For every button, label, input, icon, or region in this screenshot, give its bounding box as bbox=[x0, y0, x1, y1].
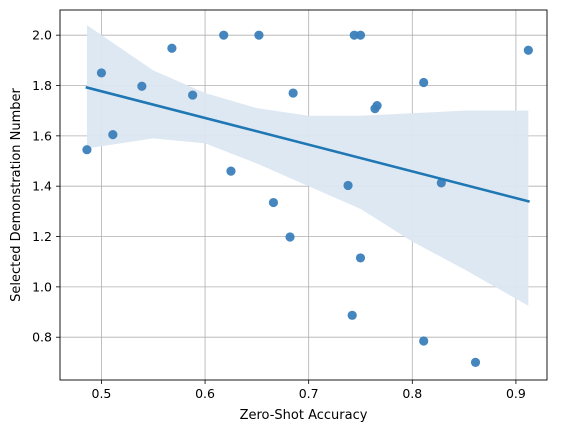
data-point bbox=[108, 129, 118, 140]
y-tick-label: 1.8 bbox=[32, 78, 52, 93]
data-point bbox=[254, 30, 264, 40]
data-point bbox=[285, 232, 295, 242]
data-point bbox=[137, 81, 147, 91]
y-tick-label: 1.2 bbox=[32, 229, 52, 244]
data-point bbox=[167, 43, 177, 53]
data-point bbox=[343, 180, 353, 191]
y-axis-label: Selected Demonstration Number bbox=[9, 87, 24, 301]
data-point bbox=[419, 336, 429, 346]
y-tick-label: 0.8 bbox=[32, 330, 52, 345]
data-point bbox=[372, 101, 382, 111]
data-point bbox=[419, 77, 429, 88]
data-point bbox=[96, 68, 107, 78]
data-point bbox=[355, 253, 366, 263]
data-point bbox=[288, 88, 298, 98]
data-points bbox=[82, 30, 533, 367]
x-tick-label: 0.8 bbox=[402, 386, 422, 401]
y-tick-label: 1.0 bbox=[32, 279, 52, 294]
x-tick-label: 0.7 bbox=[299, 386, 319, 401]
x-axis-label: Zero-Shot Accuracy bbox=[240, 408, 368, 423]
data-point bbox=[355, 30, 366, 40]
x-tick-label: 0.6 bbox=[195, 386, 215, 401]
y-tick-label: 1.6 bbox=[32, 128, 52, 143]
regression-line bbox=[85, 85, 530, 203]
data-point bbox=[219, 30, 229, 40]
data-point bbox=[470, 357, 481, 367]
x-axis-ticks: 0.5 0.6 0.7 0.8 0.9 bbox=[92, 380, 526, 401]
regression-line-group bbox=[85, 85, 530, 203]
data-point bbox=[188, 90, 198, 100]
x-tick-label: 0.5 bbox=[92, 386, 112, 401]
data-point bbox=[347, 310, 357, 320]
data-point bbox=[82, 145, 92, 155]
data-point bbox=[268, 197, 279, 208]
data-point bbox=[523, 45, 533, 55]
data-point bbox=[226, 166, 236, 176]
plot-frame bbox=[59, 9, 548, 381]
confidence-band bbox=[86, 25, 529, 306]
y-tick-label: 2.0 bbox=[32, 28, 52, 43]
confidence-band-area bbox=[86, 25, 529, 306]
y-tick-label: 1.4 bbox=[32, 179, 52, 194]
x-tick-label: 0.9 bbox=[506, 386, 526, 401]
y-axis-ticks: 0.8 1.0 1.2 1.4 1.6 1.8 2.0 bbox=[32, 28, 60, 345]
